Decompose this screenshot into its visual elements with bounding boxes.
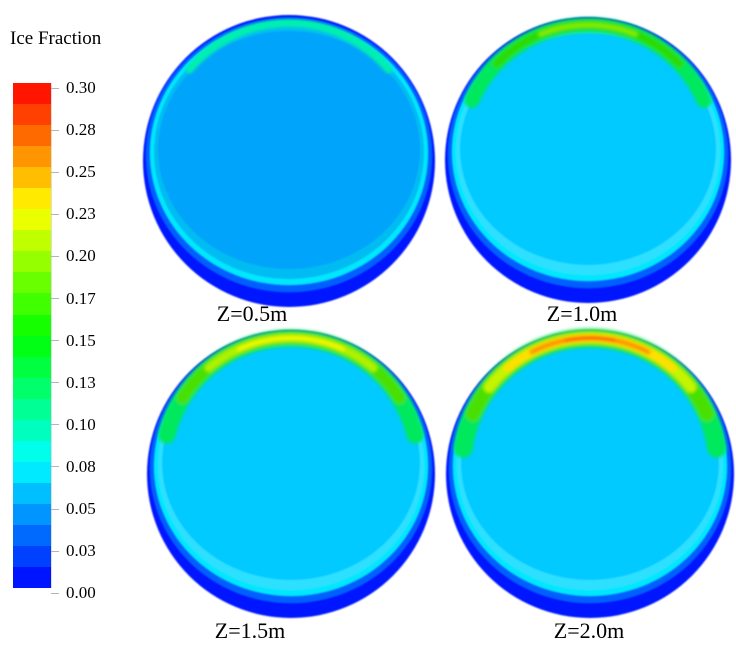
colorbar — [13, 83, 52, 589]
colorbar-band — [13, 167, 51, 189]
colorbar-tick — [51, 129, 59, 131]
panel-caption-z0.5m: Z=0.5m — [216, 301, 288, 326]
contour-ring — [461, 346, 719, 580]
colorbar-band — [13, 503, 51, 525]
ice-band-arc — [538, 23, 638, 37]
colorbar-tick — [51, 340, 59, 342]
colorbar-tick — [51, 508, 59, 510]
contour-plot-z1.5m — [147, 329, 435, 618]
colorbar-tick-label: 0.15 — [66, 330, 96, 350]
colorbar-band — [13, 398, 51, 420]
colorbar-band — [13, 567, 51, 589]
colorbar-tick-label: 0.10 — [66, 414, 96, 434]
colorbar-tick-label: 0.25 — [66, 162, 96, 182]
panel-caption-z1.5m: Z=1.5m — [214, 618, 286, 643]
contour-plot-z0.5m — [143, 15, 435, 307]
colorbar-tick — [51, 213, 59, 215]
colorbar-tick — [51, 255, 59, 257]
colorbar-tick-label: 0.08 — [66, 456, 96, 476]
colorbar-tick-label: 0.20 — [66, 246, 96, 266]
colorbar-band — [13, 83, 51, 105]
colorbar-band — [13, 419, 51, 441]
contour-plot-z1.0m — [445, 17, 731, 303]
colorbar-band — [13, 104, 51, 126]
colorbar-band — [13, 377, 51, 399]
colorbar-tick — [51, 466, 59, 468]
colorbar-tick — [51, 424, 59, 426]
colorbar-tick — [51, 87, 59, 89]
colorbar-tick — [51, 298, 59, 299]
colorbar-band — [13, 125, 51, 147]
colorbar-band — [13, 251, 51, 273]
colorbar-tick — [51, 171, 59, 173]
colorbar-tick-label: 0.13 — [66, 372, 96, 392]
colorbar-tick-label: 0.00 — [66, 583, 96, 603]
colorbar-tick-label: 0.17 — [66, 288, 96, 308]
colorbar-band — [13, 335, 51, 357]
colorbar-band — [13, 524, 51, 547]
contour-ring — [460, 33, 716, 265]
colorbar-band — [13, 314, 51, 336]
colorbar-band — [13, 146, 51, 168]
colorbar-band — [13, 356, 51, 378]
colorbar-band — [13, 440, 51, 462]
panel-caption-z1.0m: Z=1.0m — [546, 301, 618, 326]
colorbar-band — [13, 461, 51, 483]
colorbar-tick-label: 0.28 — [66, 120, 96, 140]
colorbar-tick-label: 0.23 — [66, 204, 96, 224]
colorbar-tick-label: 0.05 — [66, 499, 96, 518]
colorbar-tick — [51, 382, 59, 384]
colorbar-tick-label: 0.30 — [66, 78, 96, 97]
panel-caption-z2.0m: Z=2.0m — [553, 618, 625, 643]
colorbar-band — [13, 293, 51, 315]
colorbar-tick — [51, 550, 59, 552]
colorbar-tick — [51, 592, 59, 594]
colorbar-band — [13, 482, 51, 504]
ice-band-arc — [564, 336, 616, 342]
colorbar-tick-label: 0.03 — [66, 541, 96, 561]
ice-band-arc — [236, 336, 346, 352]
contour-ring — [162, 346, 420, 580]
colorbar-band — [13, 188, 51, 210]
colorbar-title: Ice Fraction — [10, 28, 102, 49]
colorbar-band — [13, 209, 51, 231]
contour-ring — [158, 31, 420, 269]
contour-plot-z2.0m — [446, 328, 734, 618]
colorbar-band — [13, 272, 51, 294]
colorbar-band — [13, 546, 51, 568]
colorbar-band — [13, 230, 51, 252]
ice-band-arc — [185, 19, 393, 74]
